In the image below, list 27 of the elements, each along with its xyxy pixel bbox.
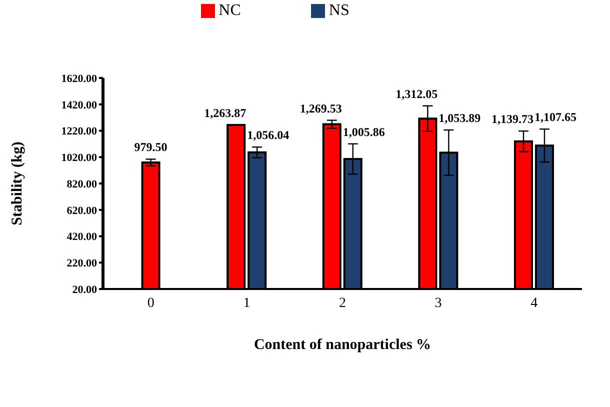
legend-label: NC: [218, 2, 241, 19]
data-label: 1,263.87: [204, 106, 246, 120]
data-label: 1,269.53: [300, 101, 342, 116]
y-tick-label: 620.00: [66, 204, 98, 217]
data-label: 1,056.04: [247, 128, 290, 142]
y-tick-label: 1420.00: [61, 99, 98, 112]
x-tick-label: 1: [243, 296, 250, 311]
x-tick-label: 4: [530, 296, 538, 311]
data-label: 1,107.65: [534, 110, 576, 124]
y-tick-label: 1620.00: [61, 72, 98, 85]
y-tick-label: 1020.00: [61, 152, 98, 164]
data-label: 1,312.05: [396, 86, 438, 101]
x-tick-label: 3: [434, 296, 442, 311]
y-axis-title: Stability (kg): [9, 142, 26, 226]
x-axis-title: Content of nanoparticles %: [254, 337, 432, 353]
data-label: 1,139.73: [491, 112, 534, 126]
x-tick-label: 0: [147, 296, 154, 311]
x-tick-label: 2: [339, 296, 346, 311]
y-tick-label: 820.00: [66, 178, 98, 190]
y-tick-label: 20.00: [72, 284, 98, 296]
data-label: 979.50: [134, 140, 168, 154]
y-tick-label: 1220.00: [61, 126, 98, 138]
data-label: 1,053.89: [438, 110, 481, 125]
y-tick-label: 220.00: [66, 258, 98, 270]
legend-label: NS: [328, 2, 350, 19]
data-label: 1,005.86: [342, 124, 385, 139]
y-tick-label: 420.00: [66, 231, 98, 244]
